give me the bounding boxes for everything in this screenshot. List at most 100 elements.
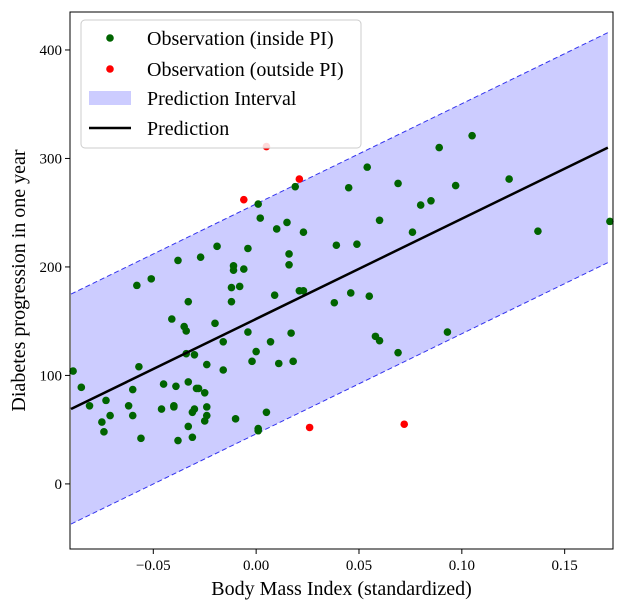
observation-inside-point — [227, 283, 236, 292]
observation-inside-point — [244, 244, 252, 253]
observation-inside-point — [227, 297, 236, 306]
observation-inside-point — [435, 143, 443, 152]
observation-inside-point — [291, 182, 300, 191]
x-tick-label: 0.15 — [552, 558, 578, 574]
observation-inside-point — [128, 385, 137, 394]
observation-inside-point — [168, 315, 176, 323]
observation-inside-point — [202, 411, 211, 420]
observation-inside-point — [184, 422, 193, 431]
prediction-line-layer — [70, 146, 609, 411]
observation-inside-point — [219, 337, 228, 346]
observation-inside-point — [451, 181, 460, 190]
legend-box — [80, 19, 362, 149]
interval-lower-bound — [70, 262, 609, 525]
observation-inside-point — [184, 378, 193, 386]
observation-inside-point — [283, 218, 291, 227]
observation-inside-point — [194, 384, 203, 393]
legend: Observation (inside PI) Observation (outs… — [80, 19, 362, 149]
observation-inside-point — [272, 225, 281, 233]
observation-inside-point — [299, 287, 308, 295]
x-axis-label: Body Mass Index (standardized) — [211, 578, 472, 600]
observation-inside-point — [394, 348, 402, 357]
observation-inside-point — [135, 362, 143, 371]
legend-label: Prediction Interval — [147, 88, 297, 110]
observation-inside-point — [285, 260, 293, 269]
observation-inside-point — [375, 336, 384, 345]
observation-inside-point — [427, 196, 435, 205]
legend-label: Prediction — [147, 118, 229, 140]
observation-inside-point — [159, 380, 168, 388]
observation-inside-point — [285, 250, 293, 258]
observation-inside-point — [346, 289, 355, 297]
observation-inside-point — [248, 357, 256, 366]
observation-inside-point — [363, 163, 372, 171]
observation-inside-point — [443, 328, 452, 336]
y-tick-label: 0 — [55, 477, 63, 493]
observation-inside-point — [287, 329, 295, 337]
observation-inside-point — [408, 228, 417, 237]
observation-inside-point — [270, 291, 279, 299]
observation-inside-point — [202, 403, 211, 411]
observation-inside-point — [182, 327, 191, 335]
x-tick-label: 0.00 — [243, 558, 269, 574]
observation-inside-point — [244, 328, 252, 336]
observation-inside-point — [505, 175, 513, 183]
observation-inside-point — [190, 351, 199, 359]
observation-inside-point — [196, 253, 205, 261]
x-tick-label: 0.10 — [449, 558, 475, 574]
y-tick-label: 100 — [40, 368, 63, 384]
observation-inside-point — [235, 282, 244, 291]
observation-inside-point — [98, 418, 106, 426]
observation-inside-point — [137, 434, 145, 443]
observation-inside-point — [231, 415, 240, 423]
observation-inside-point — [240, 265, 248, 273]
observation-inside-point — [416, 201, 425, 209]
x-axis-ticks: −0.05 0.00 0.05 0.10 0.15 — [136, 549, 578, 574]
observation-outside-point — [305, 423, 314, 432]
observation-inside-point — [147, 275, 156, 283]
observation-outside-point — [240, 195, 248, 204]
legend-label: Observation (inside PI) — [147, 28, 334, 50]
observation-outside-point — [295, 175, 304, 183]
observation-inside-point — [85, 402, 94, 410]
y-tick-label: 300 — [40, 151, 63, 167]
observation-inside-point — [172, 382, 180, 391]
observation-inside-point — [174, 256, 182, 265]
observation-inside-point — [394, 179, 402, 188]
observation-inside-point — [100, 428, 108, 436]
observation-inside-point — [254, 200, 262, 208]
observation-inside-point — [344, 183, 353, 192]
legend-patch — [89, 91, 131, 105]
observation-inside-point — [157, 405, 166, 413]
observation-inside-point — [274, 359, 283, 368]
observation-points-layer — [69, 131, 614, 445]
x-tick-label: −0.05 — [136, 558, 171, 574]
observation-inside-point — [190, 405, 199, 413]
observation-inside-point — [289, 357, 297, 366]
legend-marker — [106, 34, 114, 42]
observation-inside-point — [299, 228, 308, 237]
prediction-line — [70, 146, 609, 411]
observation-inside-point — [106, 411, 114, 420]
observation-inside-point — [202, 360, 211, 369]
observation-inside-point — [133, 281, 141, 290]
legend-label: Observation (outside PI) — [147, 59, 344, 81]
observation-inside-point — [213, 242, 221, 251]
y-axis-ticks: 0 100 200 300 400 — [40, 43, 70, 493]
observation-inside-point — [128, 411, 137, 420]
observation-inside-point — [219, 366, 228, 374]
observation-outside-point — [400, 420, 409, 429]
y-tick-label: 400 — [40, 43, 63, 59]
observation-inside-point — [256, 214, 265, 222]
plot-area-frame — [69, 11, 614, 550]
observation-inside-point — [184, 297, 193, 306]
observation-inside-point — [102, 396, 110, 405]
observation-inside-point — [170, 402, 178, 410]
observation-inside-point — [77, 383, 86, 392]
observation-inside-point — [330, 298, 339, 307]
legend-marker — [106, 65, 114, 73]
observation-inside-point — [332, 241, 341, 250]
observation-inside-point — [200, 388, 209, 397]
observation-inside-point — [254, 424, 262, 433]
